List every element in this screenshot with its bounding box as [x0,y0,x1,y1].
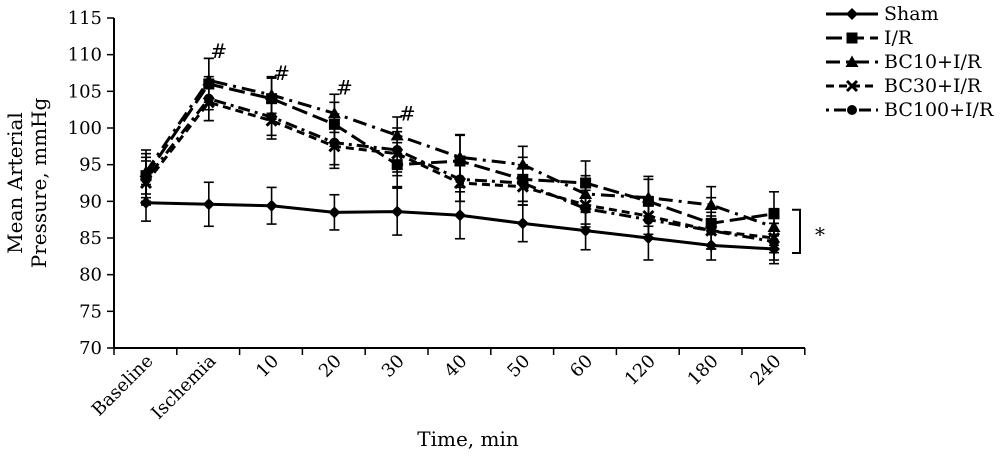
data-point [455,174,465,185]
data-point [202,198,215,211]
y-axis: 70 75 80 85 90 95 100 105 110 115 [68,8,115,359]
data-point [329,137,340,148]
significance-asterisk: * [815,222,825,246]
y-axis-title-line-2: Pressure, mmHg [27,98,51,269]
significance-hash: # [399,101,416,125]
data-point [391,205,404,218]
y-tick-label: 115 [68,8,102,29]
y-tick-label: 95 [79,155,102,176]
x-tick-label: 240 [746,351,785,390]
significance-hash: # [210,39,227,63]
y-tick-label: 100 [68,118,102,139]
data-point [516,217,529,230]
significance-bracket [792,208,801,254]
y-tick-label: 90 [79,191,102,212]
x-tick-label: 120 [621,351,660,390]
data-point [769,236,779,247]
series-bc100-i-r [141,75,779,261]
data-point [454,209,466,222]
legend-item: I/R [826,27,913,49]
data-point [580,203,591,214]
data-point [847,105,857,115]
data-point [328,206,341,219]
x-tick-label: 50 [503,351,534,382]
data-point [265,199,278,212]
legend-item: BC30+I/R [826,75,982,97]
data-point [845,55,859,67]
legend-label: BC100+I/R [884,99,994,121]
significance-hash: # [336,76,353,100]
data-point [517,178,528,188]
x-tick-label: 10 [252,351,283,382]
legend-item: Sham [826,3,939,25]
legend-label: I/R [884,27,913,49]
x-tick-label: Ischemia [147,350,220,423]
x-axis-title: Time, min [417,427,519,451]
data-point [392,145,403,155]
data-point [266,112,277,122]
legend-label: BC10+I/R [884,51,982,73]
annotation-layer: # # # # * [210,39,825,254]
data-point [643,214,654,225]
y-tick-label: 80 [79,265,102,286]
y-tick-label: 110 [68,45,102,66]
x-tick-label: 60 [566,351,597,382]
y-tick-label: 70 [79,338,102,359]
data-point [203,93,214,104]
y-tick-label: 105 [68,81,102,102]
legend-item: BC10+I/R [826,51,982,73]
series-layer [139,57,781,265]
data-point [327,106,341,119]
data-point [706,225,717,236]
x-tick-label: 40 [440,351,471,382]
x-tick-label: 180 [684,351,723,390]
data-point [846,32,858,44]
y-tick-label: 85 [79,228,102,249]
legend-label: Sham [884,3,939,25]
x-tick-label: 20 [315,351,346,382]
legend-label: BC30+I/R [884,75,982,97]
data-point [141,174,151,185]
significance-hash: # [273,61,290,85]
series-line [144,78,775,229]
data-point [846,8,858,20]
x-tick-label: 30 [378,351,409,382]
data-point [704,198,718,210]
data-point [845,79,859,93]
y-tick-label: 75 [79,301,102,322]
legend-item: BC100+I/R [826,99,994,121]
data-point [265,88,279,100]
y-axis-title-line-1: Mean Arterial [3,112,27,254]
data-point-stroke [845,79,859,93]
